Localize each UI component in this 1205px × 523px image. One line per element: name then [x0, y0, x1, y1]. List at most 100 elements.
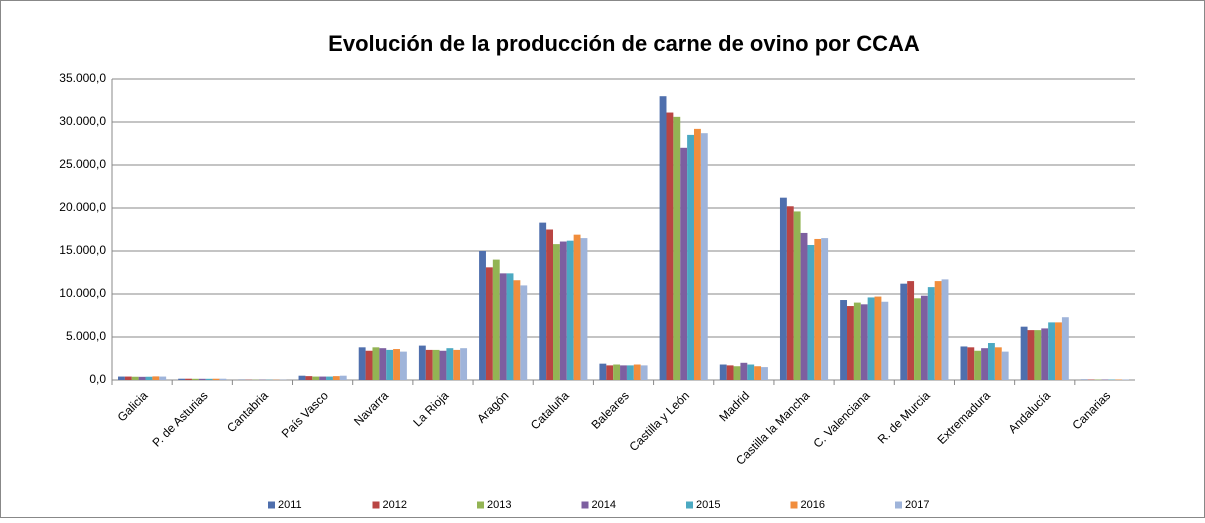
bar — [821, 238, 828, 380]
bar — [634, 365, 641, 380]
bar — [185, 379, 192, 380]
bar — [326, 377, 333, 380]
bar — [299, 376, 306, 380]
bar — [460, 348, 467, 380]
legend-swatch — [895, 502, 902, 509]
bar — [213, 379, 220, 380]
y-tick-label: 30.000,0 — [59, 114, 106, 128]
bar — [132, 377, 139, 380]
legend-label: 2013 — [487, 499, 511, 511]
bar — [960, 346, 967, 380]
y-tick-label: 5.000,0 — [66, 329, 106, 343]
bar — [981, 348, 988, 380]
bar — [754, 366, 761, 380]
bar — [574, 235, 581, 380]
bar — [701, 133, 708, 380]
bar — [553, 244, 560, 380]
legend-label: 2011 — [278, 499, 302, 511]
legend-label: 2016 — [801, 499, 825, 511]
legend-swatch — [791, 502, 798, 509]
bar — [493, 260, 500, 380]
bar — [727, 365, 734, 380]
bar — [433, 350, 440, 380]
bar — [995, 347, 1002, 380]
bar — [513, 280, 520, 380]
bar — [881, 302, 888, 380]
bar — [907, 281, 914, 380]
y-tick-label: 0,0 — [89, 372, 106, 386]
bar — [1055, 322, 1062, 380]
bar — [613, 365, 620, 380]
bar — [935, 281, 942, 380]
bar — [139, 377, 146, 380]
bar — [333, 376, 340, 380]
bar — [627, 365, 634, 380]
bar — [734, 366, 741, 380]
bar — [507, 273, 514, 380]
y-tick-label: 35.000,0 — [59, 71, 106, 85]
bar — [386, 350, 393, 380]
legend-label: 2012 — [383, 499, 407, 511]
bar — [500, 273, 507, 380]
bar — [560, 242, 567, 380]
bar — [673, 117, 680, 380]
bar — [486, 267, 493, 380]
bar — [152, 376, 159, 380]
bar — [219, 379, 226, 380]
bar — [641, 365, 648, 380]
bar — [1028, 330, 1035, 380]
bar — [206, 379, 213, 380]
bar — [1041, 328, 1048, 380]
bar — [1002, 352, 1009, 380]
bar — [118, 377, 125, 380]
bar — [446, 348, 453, 380]
bar — [814, 239, 821, 380]
y-tick-label: 10.000,0 — [59, 286, 106, 300]
legend-swatch — [686, 502, 693, 509]
bar — [694, 129, 701, 380]
legend-label: 2017 — [905, 499, 929, 511]
bar — [868, 297, 875, 380]
bar — [740, 363, 747, 380]
legend-swatch — [582, 502, 589, 509]
bar — [359, 347, 366, 380]
bar — [1021, 327, 1028, 380]
bar — [794, 211, 801, 380]
legend-label: 2014 — [592, 499, 616, 511]
bar — [847, 306, 854, 380]
bar — [400, 352, 407, 380]
bar — [599, 364, 606, 380]
y-tick-label: 25.000,0 — [59, 157, 106, 171]
bar — [426, 350, 433, 380]
bar — [479, 251, 486, 380]
bar — [379, 348, 386, 380]
bar — [319, 377, 326, 380]
chart-title: Evolución de la producción de carne de o… — [328, 31, 920, 56]
bar — [914, 298, 921, 380]
bar — [520, 285, 527, 380]
bar — [581, 238, 588, 380]
bar — [159, 377, 166, 380]
bar — [780, 198, 787, 380]
bar — [875, 297, 882, 380]
bar — [440, 351, 447, 380]
bar — [787, 206, 794, 380]
bar — [942, 279, 949, 380]
bar — [840, 300, 847, 380]
bar — [967, 347, 974, 380]
bar — [1048, 322, 1055, 380]
bar — [687, 135, 694, 380]
bar — [539, 223, 546, 380]
legend-swatch — [477, 502, 484, 509]
bar — [419, 346, 426, 380]
bar — [393, 349, 400, 380]
y-tick-label: 20.000,0 — [59, 200, 106, 214]
bar — [372, 347, 379, 380]
bar — [801, 233, 808, 380]
bar — [660, 96, 667, 380]
legend-swatch — [268, 502, 275, 509]
bar — [1034, 330, 1041, 380]
bar — [192, 379, 199, 380]
bar — [861, 304, 868, 380]
